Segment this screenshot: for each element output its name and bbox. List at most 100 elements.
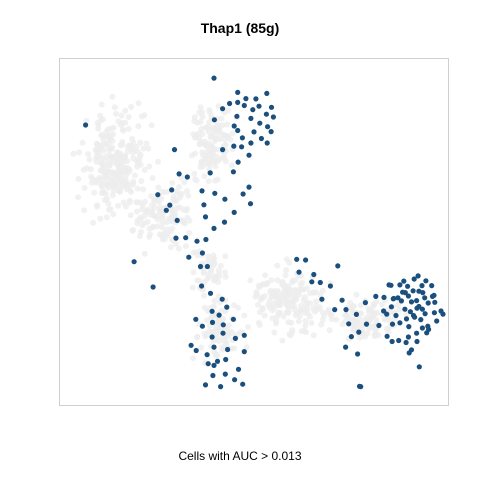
data-point [225,346,231,353]
data-point [211,75,217,81]
background-point [241,312,248,319]
background-point [343,312,350,319]
background-point [319,309,326,316]
background-point [274,277,281,284]
data-point [220,322,226,328]
data-point [234,113,240,119]
background-point [279,337,286,344]
data-point [230,316,236,322]
data-point [391,295,397,302]
background-point [83,117,90,124]
background-point [290,299,297,305]
background-point [134,148,141,155]
data-point [264,140,270,146]
data-point [211,344,217,350]
background-point [333,316,340,323]
data-point [169,187,175,193]
background-point [229,345,235,352]
data-point [362,300,368,306]
background-point [125,114,132,120]
background-point [89,176,96,182]
data-point [199,283,205,289]
background-point [310,332,317,339]
background-point [271,329,278,336]
data-point [406,324,412,330]
background-point [350,317,357,323]
background-point [285,309,292,316]
data-point [327,283,333,289]
background-point [129,135,136,142]
data-point [203,236,209,243]
data-point [256,103,262,109]
data-point [356,329,362,335]
data-point [210,372,216,379]
background-point [126,199,133,206]
data-point [248,140,254,146]
background-point [163,232,170,238]
background-point [381,316,388,323]
data-point [434,318,440,324]
background-point [215,127,222,134]
data-point [224,304,230,310]
data-point [403,339,409,346]
background-point [137,161,144,168]
data-point [440,311,446,317]
background-point [197,104,204,111]
background-point [144,218,151,225]
background-point [207,142,214,149]
background-point [159,236,166,243]
data-point [393,312,399,319]
data-point [296,269,302,275]
background-point [205,328,212,335]
background-point [273,298,280,305]
background-point [134,185,141,192]
background-point [159,219,166,226]
data-point [220,147,226,153]
background-point [302,318,309,324]
data-point [239,135,245,141]
data-point [240,191,246,197]
background-point [124,143,131,150]
background-point [395,301,402,308]
data-point [193,316,199,322]
background-point [328,316,335,323]
background-cells [70,93,410,366]
background-point [109,144,116,151]
background-point [298,286,305,293]
data-point [173,235,179,241]
background-point [191,170,198,177]
data-point [420,290,426,296]
data-point [402,306,408,312]
background-point [220,131,227,138]
data-point [83,122,89,128]
background-point [319,287,326,294]
background-point [139,222,146,229]
background-point [83,165,90,172]
background-point [122,107,129,114]
background-point [118,112,125,119]
background-point [176,184,183,190]
background-point [159,224,166,231]
data-point [397,320,403,326]
data-point [171,147,178,153]
data-point [204,263,210,270]
background-point [141,167,148,173]
background-point [105,184,112,191]
background-point [95,122,102,129]
background-point [102,153,109,160]
data-point [416,288,422,294]
background-point [93,158,100,165]
background-point [106,159,113,166]
data-point [222,196,228,202]
data-point [263,111,269,117]
background-point [142,198,148,205]
background-point [256,309,263,316]
background-point [273,294,280,301]
background-point [169,211,176,218]
background-point [204,275,211,282]
background-point [70,150,77,157]
background-point [222,136,228,143]
data-point [355,351,361,357]
background-point [105,206,112,213]
background-point [154,223,161,230]
